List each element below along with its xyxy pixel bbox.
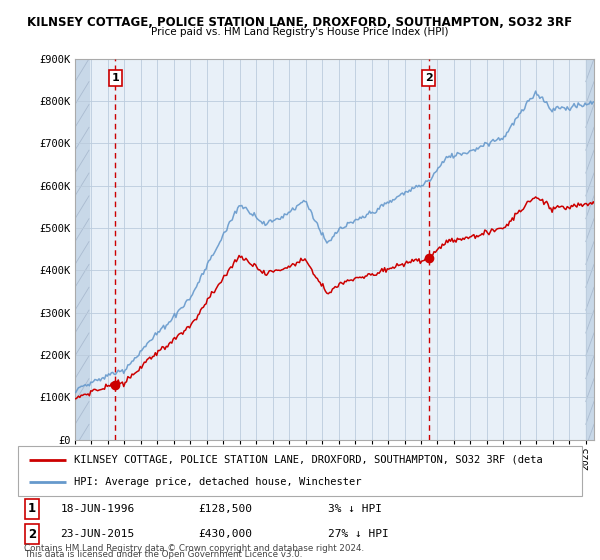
Text: Contains HM Land Registry data © Crown copyright and database right 2024.: Contains HM Land Registry data © Crown c… [24, 544, 364, 553]
Text: This data is licensed under the Open Government Licence v3.0.: This data is licensed under the Open Gov… [24, 550, 302, 559]
Text: £128,500: £128,500 [199, 504, 253, 514]
Text: 2: 2 [425, 73, 433, 83]
Text: 18-JUN-1996: 18-JUN-1996 [60, 504, 134, 514]
Text: KILNSEY COTTAGE, POLICE STATION LANE, DROXFORD, SOUTHAMPTON, SO32 3RF: KILNSEY COTTAGE, POLICE STATION LANE, DR… [28, 16, 572, 29]
Text: £430,000: £430,000 [199, 529, 253, 539]
Text: HPI: Average price, detached house, Winchester: HPI: Average price, detached house, Winc… [74, 477, 362, 487]
Text: 1: 1 [112, 73, 119, 83]
FancyBboxPatch shape [18, 446, 582, 496]
Text: KILNSEY COTTAGE, POLICE STATION LANE, DROXFORD, SOUTHAMPTON, SO32 3RF (deta: KILNSEY COTTAGE, POLICE STATION LANE, DR… [74, 455, 543, 465]
Text: 3% ↓ HPI: 3% ↓ HPI [328, 504, 382, 514]
Text: Price paid vs. HM Land Registry's House Price Index (HPI): Price paid vs. HM Land Registry's House … [151, 27, 449, 37]
Text: 2: 2 [28, 528, 36, 540]
Text: 23-JUN-2015: 23-JUN-2015 [60, 529, 134, 539]
Text: 27% ↓ HPI: 27% ↓ HPI [328, 529, 389, 539]
Text: 1: 1 [28, 502, 36, 515]
